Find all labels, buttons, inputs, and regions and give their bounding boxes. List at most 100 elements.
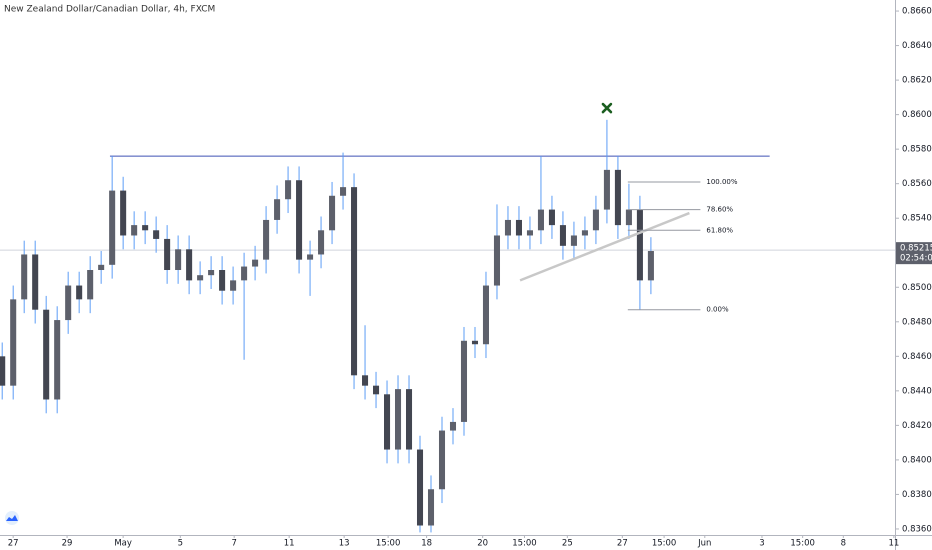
trendline [519, 211, 690, 282]
marker [601, 102, 613, 114]
candle-body [208, 270, 215, 276]
candle-body [318, 230, 325, 255]
x-tick-label: 7 [231, 539, 236, 549]
candle-body [0, 356, 6, 386]
last-price-tag [896, 242, 932, 265]
fib-label: 61.80% [706, 226, 733, 234]
candle-body [603, 169, 610, 210]
candle-body [373, 385, 380, 395]
candle-body [274, 199, 281, 220]
candle-body [340, 187, 347, 196]
candle-body [405, 389, 413, 450]
x-tick-label: 27 [8, 539, 19, 549]
chart-title: New Zealand Dollar/Canadian Dollar, 4h, … [4, 5, 215, 15]
x-tick-label: 15:00 [512, 539, 537, 549]
candle-body [131, 225, 138, 236]
candle-body [449, 421, 457, 431]
candle-body [416, 449, 424, 526]
x-tick-label: 29 [62, 539, 73, 549]
candle-body [219, 270, 226, 291]
candle-body [625, 209, 632, 226]
fib-label: 100.00% [706, 178, 737, 186]
candle-body [559, 225, 566, 246]
x-tick-label: 5 [178, 539, 183, 549]
x-tick-label: Jun [697, 539, 711, 549]
candle-body [285, 180, 292, 200]
candle-body [394, 389, 402, 450]
candle-body [526, 230, 533, 236]
x-tick-label: 25 [562, 539, 573, 549]
candle-body [636, 209, 643, 281]
candle-body [54, 320, 61, 400]
candle-body [427, 489, 435, 526]
candle-body [109, 190, 116, 265]
x-tick-label: 20 [477, 539, 488, 549]
candle-body [10, 299, 17, 386]
candle-body [175, 249, 182, 271]
candle-body [153, 230, 160, 239]
candle-body [21, 254, 28, 300]
candle-body [592, 209, 599, 231]
last-price-label: 0.85215 [900, 244, 932, 254]
x-tick-label: 11 [888, 539, 899, 549]
countdown-label: 02:54:05 [900, 254, 932, 264]
x-tick-label: 15:00 [652, 539, 677, 549]
candle-body [164, 238, 171, 271]
candle-body [548, 209, 555, 226]
candle-body [570, 235, 577, 246]
candle-body [515, 219, 522, 236]
candle-body [504, 219, 511, 236]
x-tick-label: 27 [617, 539, 628, 549]
candle-body [76, 285, 83, 300]
candle-body [438, 430, 446, 490]
candle-body [647, 251, 654, 281]
candle-body [43, 309, 50, 400]
logo[interactable] [5, 511, 19, 525]
candle-body [537, 209, 544, 231]
x-tick-label: 15:00 [376, 539, 401, 549]
candle-body [460, 340, 468, 422]
y-tick-label: 0.83600 [902, 524, 932, 534]
candle-body [482, 285, 490, 345]
x-tick-label: May [114, 539, 132, 549]
x-tick-label: 13 [339, 539, 350, 549]
candle-body [614, 169, 621, 226]
candle-body [329, 195, 336, 231]
candle-body [581, 230, 588, 236]
candle-body [362, 375, 369, 386]
fib-label: 78.60% [706, 206, 733, 214]
x-tick-label: 11 [284, 539, 295, 549]
candle-body [65, 285, 72, 321]
candle-body [120, 190, 127, 236]
candle-body [263, 219, 270, 260]
candle-body [241, 266, 248, 281]
candle-body [32, 254, 39, 310]
x-tick-label: 3 [759, 539, 764, 549]
candle-body [307, 254, 314, 260]
candle-body [351, 187, 358, 376]
candle-body [87, 270, 94, 300]
candle-body [493, 235, 501, 286]
candle-body [98, 264, 105, 271]
fib-label: 0.00% [706, 306, 729, 314]
candle-body [384, 394, 391, 450]
candle-body [186, 249, 193, 281]
candle-body [197, 275, 204, 281]
candle-body [296, 180, 303, 260]
x-tick-label: 15:00 [790, 539, 815, 549]
